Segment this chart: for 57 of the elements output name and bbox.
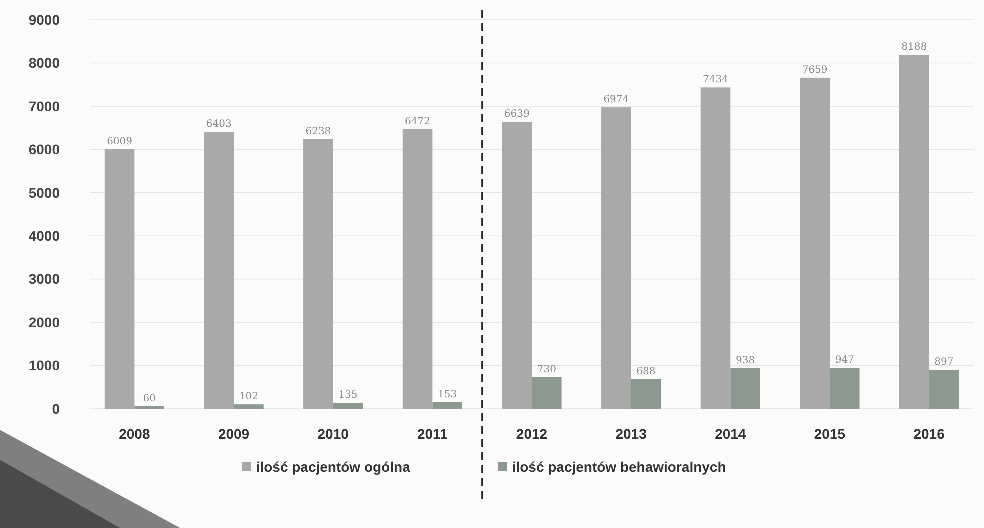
x-tick-label: 2012 xyxy=(516,426,548,442)
data-label: 6472 xyxy=(405,116,430,128)
data-label: 938 xyxy=(736,355,756,366)
bar xyxy=(900,55,930,409)
bar xyxy=(631,379,662,409)
y-tick-label: 1000 xyxy=(28,358,60,374)
y-tick-label: 9000 xyxy=(28,12,60,28)
bar xyxy=(204,132,234,409)
x-tick-label: 2008 xyxy=(119,426,150,442)
y-tick-label: 2000 xyxy=(28,314,60,330)
data-label: 6009 xyxy=(107,136,133,148)
bar xyxy=(333,403,364,409)
bar xyxy=(502,122,532,409)
x-tick-label: 2016 xyxy=(914,426,946,442)
data-label: 6403 xyxy=(206,119,232,130)
bar xyxy=(532,377,562,409)
bar xyxy=(929,370,960,409)
y-tick-label: 0 xyxy=(52,400,60,417)
bar xyxy=(602,108,632,409)
y-tick-label: 8000 xyxy=(28,55,60,72)
x-tick-label: 2014 xyxy=(715,426,746,442)
bar xyxy=(830,368,860,409)
data-label: 8188 xyxy=(902,42,928,54)
bar xyxy=(234,404,264,409)
bar xyxy=(730,368,760,409)
data-label: 6974 xyxy=(604,94,630,106)
data-label: 947 xyxy=(835,355,854,366)
bar xyxy=(104,149,135,409)
bar xyxy=(304,139,334,409)
legend-label: ilość pacjentów ogólna xyxy=(256,458,411,475)
data-label: 102 xyxy=(239,392,258,403)
data-label: 135 xyxy=(338,390,358,402)
bar xyxy=(432,402,462,409)
y-tick-label: 4000 xyxy=(28,228,60,244)
bar xyxy=(402,129,433,409)
x-tick-label: 2009 xyxy=(218,426,250,442)
data-label: 897 xyxy=(934,357,954,368)
bar xyxy=(134,406,164,409)
data-label: 6238 xyxy=(306,126,332,138)
data-label: 688 xyxy=(636,366,656,378)
data-label: 153 xyxy=(438,389,458,400)
data-label: 7659 xyxy=(802,64,828,76)
y-tick-label: 5000 xyxy=(28,184,60,201)
x-tick-label: 2011 xyxy=(417,426,448,442)
legend-label: ilość pacjentów behawioralnych xyxy=(512,458,726,475)
y-tick-label: 3000 xyxy=(28,271,60,288)
bar xyxy=(700,88,731,409)
data-label: 7434 xyxy=(703,74,728,86)
x-tick-label: 2013 xyxy=(616,426,648,442)
x-tick-label: 2015 xyxy=(814,426,846,442)
y-tick-label: 7000 xyxy=(28,98,60,114)
data-label: 60 xyxy=(143,393,156,404)
data-label: 6639 xyxy=(504,109,530,120)
bar xyxy=(800,78,830,409)
data-label: 730 xyxy=(537,364,556,376)
y-tick-label: 6000 xyxy=(28,142,60,158)
x-tick-label: 2010 xyxy=(318,426,350,442)
